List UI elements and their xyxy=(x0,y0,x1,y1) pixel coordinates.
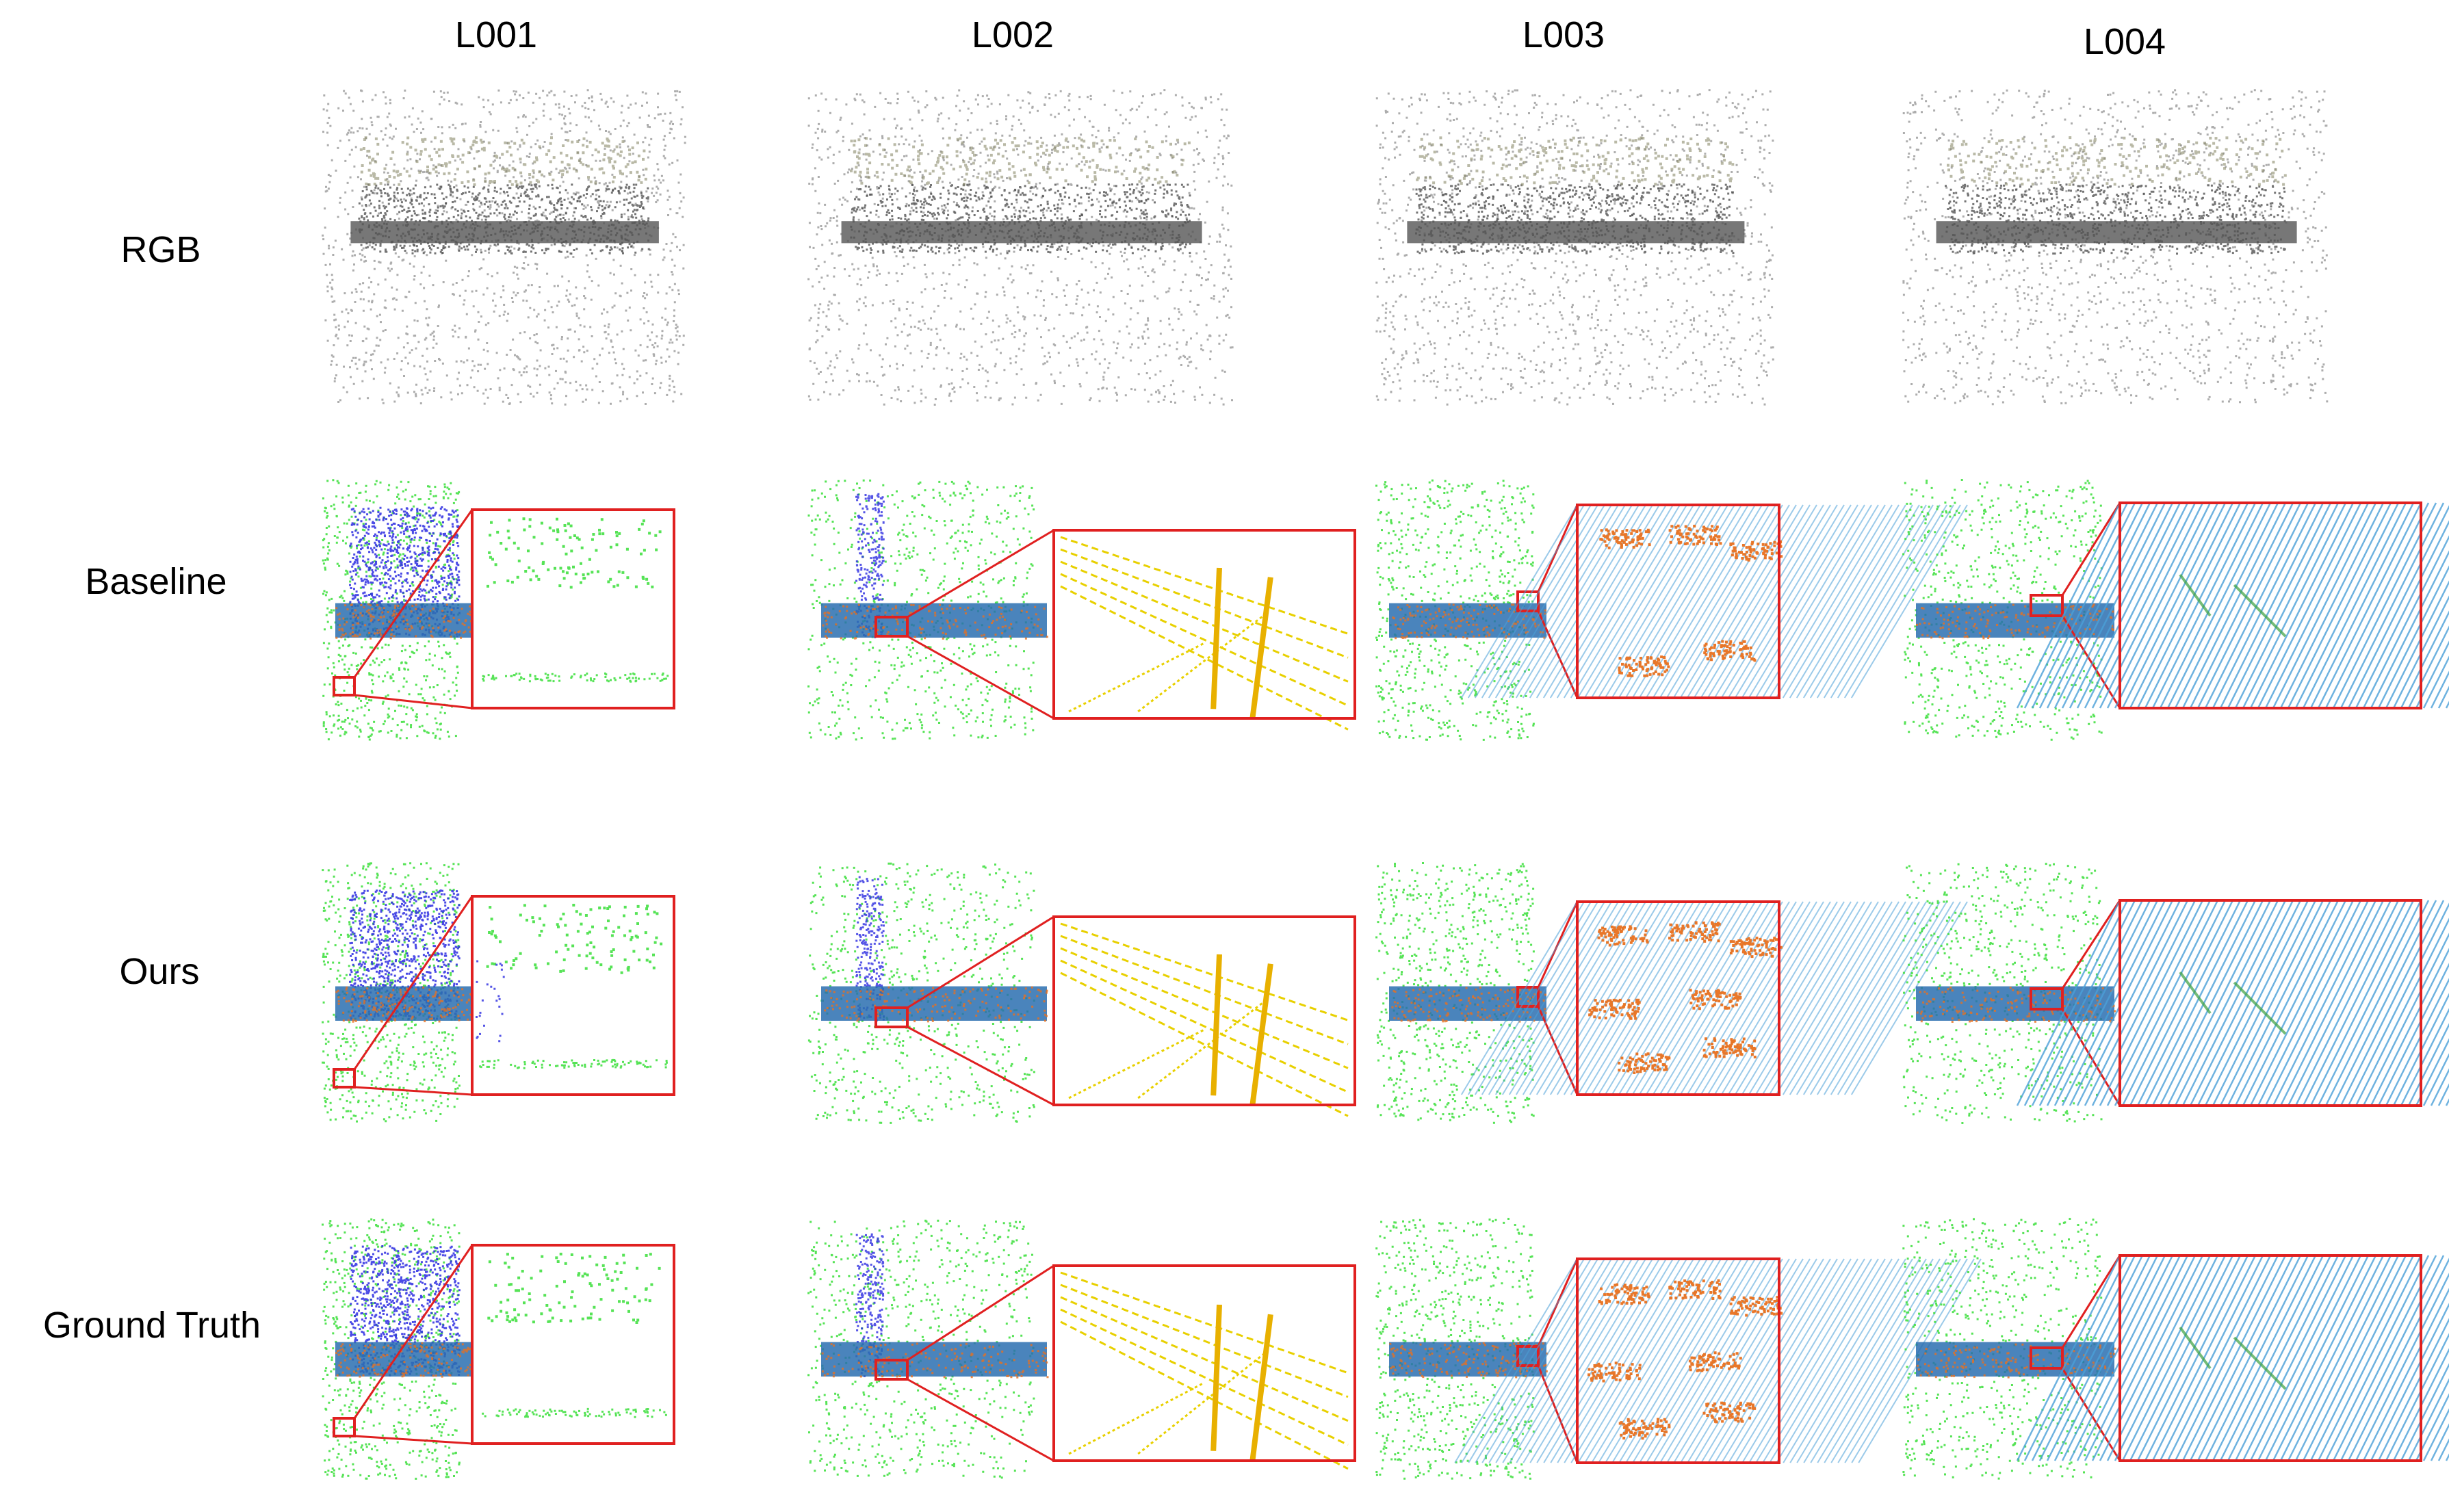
panel-baseline-l002 xyxy=(807,479,1356,741)
zoom-baseline-l002 xyxy=(874,529,1356,731)
zoom-gt-l001 xyxy=(333,1244,675,1445)
row-label-rgb: RGB xyxy=(120,229,201,270)
zoom-ours-l001 xyxy=(333,895,675,1096)
zoom-baseline-l004 xyxy=(2016,501,2449,709)
panel-ours-l001 xyxy=(322,862,675,1123)
panel-ours-l004 xyxy=(1902,863,2449,1124)
zoom-gt-l002 xyxy=(874,1264,1356,1470)
panel-ours-l002 xyxy=(807,862,1356,1124)
panel-gt-l004 xyxy=(1902,1218,2449,1480)
zoom-ours-l002 xyxy=(874,915,1356,1117)
zoom-baseline-l001 xyxy=(333,508,675,709)
column-label-l002: L002 xyxy=(971,14,1054,55)
panel-baseline-l004 xyxy=(1902,479,2449,741)
panel-gt-l001 xyxy=(322,1218,675,1480)
row-label-ours: Ours xyxy=(119,951,200,992)
column-label-l001: L001 xyxy=(454,14,538,55)
panel-baseline-l001 xyxy=(322,479,675,741)
panel-gt-l003 xyxy=(1375,1218,1982,1480)
row-label-ground-truth: Ground Truth xyxy=(42,1305,261,1346)
column-label-l004: L004 xyxy=(2083,21,2166,62)
panel-rgb-l003 xyxy=(1375,89,1774,406)
row-label-baseline: Baseline xyxy=(85,561,227,602)
zoom-ours-l003 xyxy=(1460,900,1968,1096)
zoom-ours-l004 xyxy=(2016,899,2449,1107)
panel-gt-l002 xyxy=(807,1219,1356,1479)
zoom-baseline-l003 xyxy=(1460,504,1968,699)
panel-rgb-l004 xyxy=(1902,89,2329,406)
panel-rgb-l002 xyxy=(807,89,1234,406)
zoom-gt-l004 xyxy=(2016,1254,2449,1462)
zoom-gt-l003 xyxy=(1454,1257,1982,1464)
panel-baseline-l003 xyxy=(1375,479,1968,741)
panel-rgb-l001 xyxy=(322,89,686,406)
panel-ours-l003 xyxy=(1375,862,1968,1124)
column-label-l003: L003 xyxy=(1522,14,1605,55)
